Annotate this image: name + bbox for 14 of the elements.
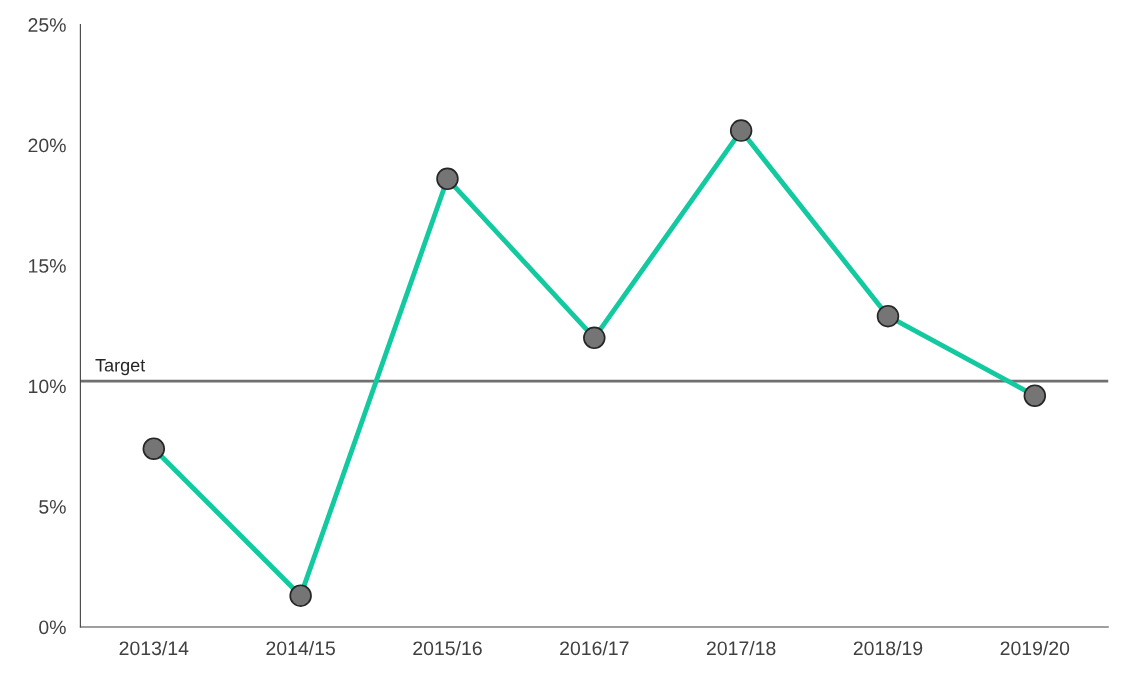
y-tick-label: 20% bbox=[28, 138, 66, 153]
x-tick-label: 2014/15 bbox=[266, 640, 335, 656]
y-tick-label: 0% bbox=[39, 620, 66, 635]
x-tick-label: 2018/19 bbox=[853, 640, 923, 656]
x-tick-label: 2015/16 bbox=[413, 640, 482, 656]
x-tick-label: 2017/18 bbox=[706, 640, 776, 656]
x-tick-label: 2019/20 bbox=[1000, 640, 1070, 656]
y-tick-label: 25% bbox=[28, 18, 66, 32]
x-tick-label: 2016/17 bbox=[560, 640, 629, 656]
y-tick-label: 10% bbox=[29, 379, 66, 394]
y-tick-label: 15% bbox=[29, 259, 66, 273]
y-tick-label: 5% bbox=[39, 500, 66, 514]
x-tick-label: 2013/14 bbox=[119, 640, 189, 656]
ref-line-label: Target bbox=[95, 359, 146, 376]
